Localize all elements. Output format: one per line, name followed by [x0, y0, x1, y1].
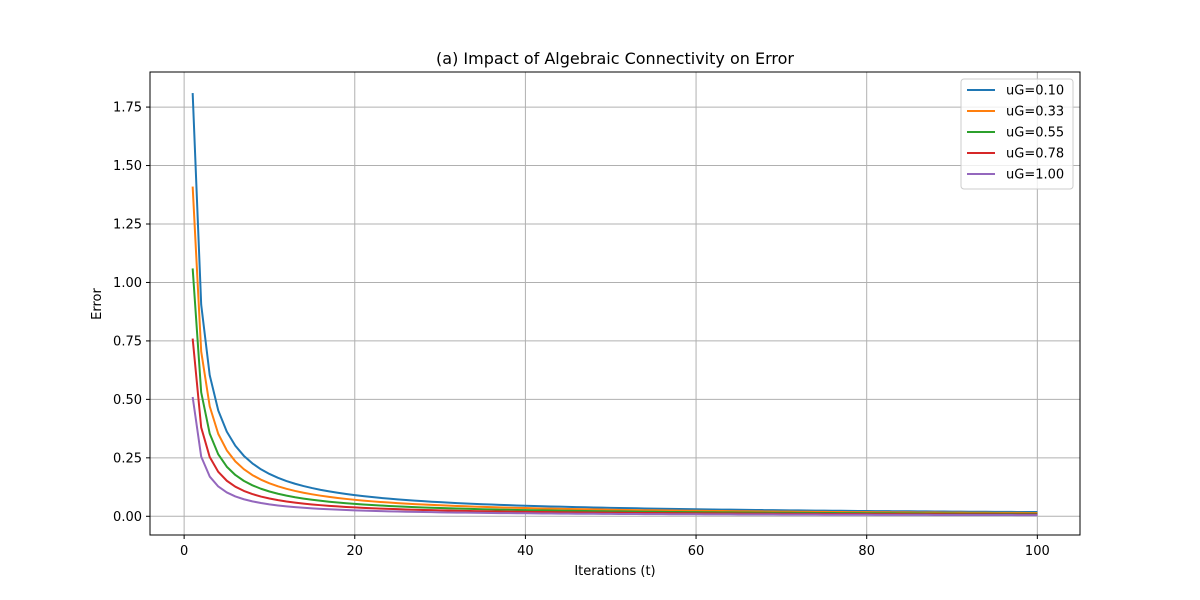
y-tick-label: 1.50: [113, 159, 142, 174]
series-line-4: [191, 338, 1038, 516]
y-tick-label: 0.25: [113, 451, 142, 466]
legend-box: [960, 78, 1074, 190]
series-line-3: [191, 268, 1038, 515]
series-line-5: [191, 396, 1038, 517]
x-tick-label: 80: [858, 544, 875, 559]
legend-label: uG=0.78: [1006, 147, 1064, 162]
x-tick-label: 40: [517, 544, 534, 559]
x-tick-label: 0: [180, 544, 188, 559]
y-tick-label: 0.50: [113, 393, 142, 408]
y-tick-label: 1.75: [113, 101, 142, 116]
plot-frame: [149, 71, 1081, 536]
grid: [150, 72, 1080, 535]
y-tick-label: 1.00: [113, 276, 142, 291]
y-axis-ticks: 0.00 0.25 0.50 0.75 1.00 1.25 1.50 1.75: [113, 101, 150, 525]
x-axis-label: Iterations (t): [574, 564, 655, 579]
y-tick-label: 0.75: [113, 334, 142, 349]
legend-label: uG=0.55: [1006, 126, 1064, 141]
x-tick-label: 20: [346, 544, 363, 559]
legend: uG=0.10 uG=0.33 uG=0.55 uG=0.78 uG=1.00: [960, 78, 1074, 190]
legend-label: uG=0.10: [1006, 84, 1064, 99]
x-axis-ticks: 0 20 40 60 80 100: [180, 535, 1050, 559]
y-tick-label: 1.25: [113, 217, 142, 232]
chart-title: (a) Impact of Algebraic Connectivity on …: [436, 49, 794, 68]
plot-lines: [191, 93, 1038, 517]
y-tick-label: 0.00: [113, 510, 142, 525]
y-axis-label: Error: [90, 288, 105, 320]
x-tick-label: 60: [688, 544, 705, 559]
series-line-2: [191, 186, 1038, 514]
legend-label: uG=0.33: [1006, 105, 1064, 120]
legend-label: uG=1.00: [1006, 168, 1064, 183]
series-line-1: [191, 93, 1038, 514]
x-tick-label: 100: [1025, 544, 1050, 559]
